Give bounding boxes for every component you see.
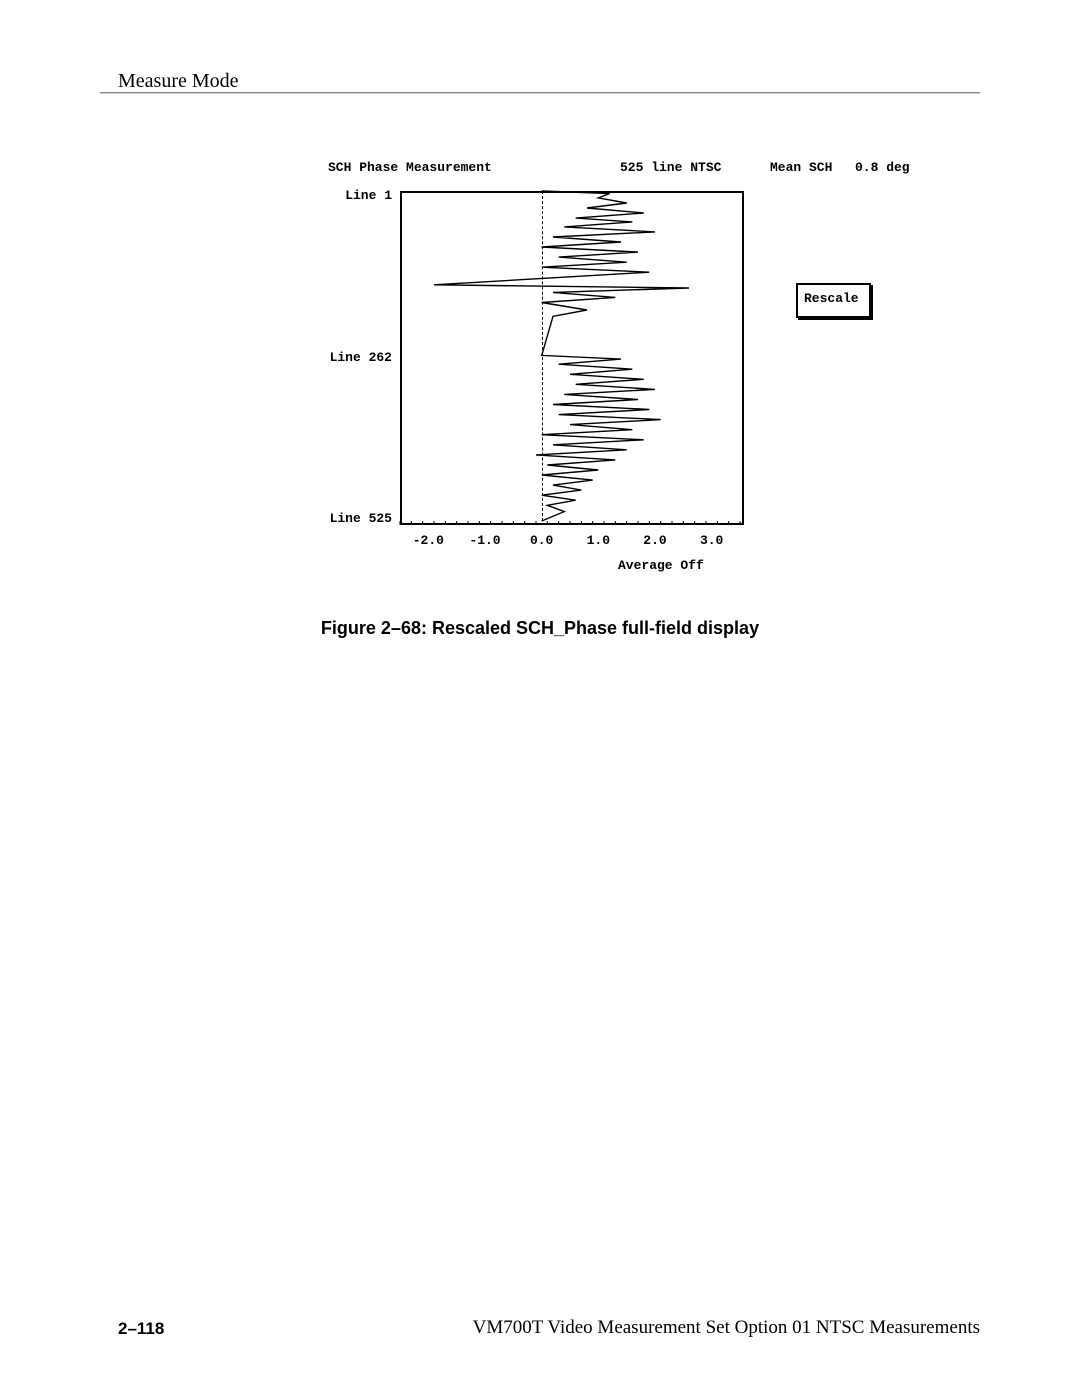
footer-doc-title: VM700T Video Measurement Set Option 01 N… [473, 1317, 980, 1339]
x-tick-label: 2.0 [635, 533, 675, 548]
x-tick-label: -2.0 [408, 533, 448, 548]
x-tick-label: 0.0 [522, 533, 562, 548]
chart-title-right-value: 0.8 deg [855, 160, 910, 175]
page: Measure Mode SCH Phase Measurement 525 l… [0, 0, 1080, 1397]
x-tick-label: 1.0 [578, 533, 618, 548]
page-number: 2–118 [118, 1319, 164, 1339]
figure-container: SCH Phase Measurement 525 line NTSC Mean… [320, 155, 900, 595]
rescale-button[interactable]: Rescale [796, 283, 871, 318]
chart-title-right-label: Mean SCH [770, 160, 832, 175]
waveform-trace [320, 155, 760, 541]
section-header: Measure Mode [118, 70, 239, 93]
x-tick-label: 3.0 [692, 533, 732, 548]
x-tick-label: -1.0 [465, 533, 505, 548]
header-rule [100, 92, 980, 94]
figure-caption: Figure 2–68: Rescaled SCH_Phase full-fie… [0, 618, 1080, 639]
status-text: Average Off [618, 558, 704, 573]
